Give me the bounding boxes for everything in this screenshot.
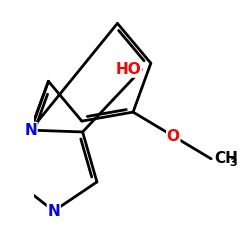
- Text: N: N: [24, 123, 37, 138]
- Text: HO: HO: [116, 62, 141, 77]
- Text: O: O: [167, 128, 180, 144]
- Text: N: N: [48, 204, 60, 218]
- Text: 3: 3: [229, 158, 236, 168]
- Text: CH: CH: [214, 151, 238, 166]
